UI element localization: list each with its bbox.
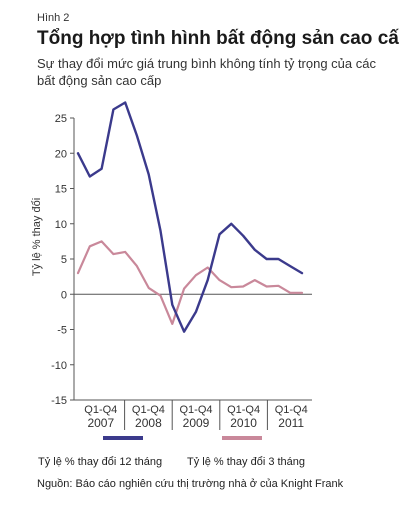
- y-tick-label: -5: [57, 325, 67, 337]
- x-tick-label: Q1-Q4: [227, 404, 260, 416]
- y-tick-label: -10: [51, 360, 67, 372]
- y-tick-label: 20: [55, 148, 67, 160]
- y-tick-label: 0: [61, 289, 67, 301]
- x-group-year: 2010: [230, 416, 257, 430]
- legend-swatch-2: [222, 436, 262, 440]
- y-axis-label: Tỷ lệ % thay đổi: [31, 198, 43, 276]
- x-tick-label: Q1-Q4: [179, 404, 212, 416]
- y-tick-label: 25: [55, 113, 67, 125]
- chart-title: Tổng hợp tình hình bất động sản cao cấp: [37, 28, 400, 49]
- x-group-year: 2008: [135, 416, 162, 430]
- legend-label-1: Tỷ lệ % thay đổi 12 tháng: [38, 456, 162, 468]
- y-tick-label: -15: [51, 395, 67, 407]
- y-tick-label: 15: [55, 184, 67, 196]
- legend-swatch-1: [103, 436, 143, 440]
- x-tick-label: Q1-Q4: [132, 404, 165, 416]
- x-group-year: 2009: [183, 416, 210, 430]
- chart-subtitle: Sự thay đổi mức giá trung bình không tín…: [37, 56, 376, 88]
- series-line-1: [76, 101, 304, 333]
- x-group-year: 2007: [87, 416, 114, 430]
- x-tick-label: Q1-Q4: [84, 404, 117, 416]
- y-tick-label: 5: [61, 254, 67, 266]
- source-note: Nguồn: Báo cáo nghiên cứu thị trường nhà…: [37, 478, 344, 490]
- legend-label-2: Tỷ lệ % thay đổi 3 tháng: [187, 456, 305, 468]
- x-group-year: 2011: [278, 416, 304, 430]
- y-tick-label: 10: [55, 219, 67, 231]
- figure-label: Hình 2: [37, 12, 70, 24]
- x-tick-label: Q1-Q4: [275, 404, 308, 416]
- series-line-2: [76, 240, 304, 325]
